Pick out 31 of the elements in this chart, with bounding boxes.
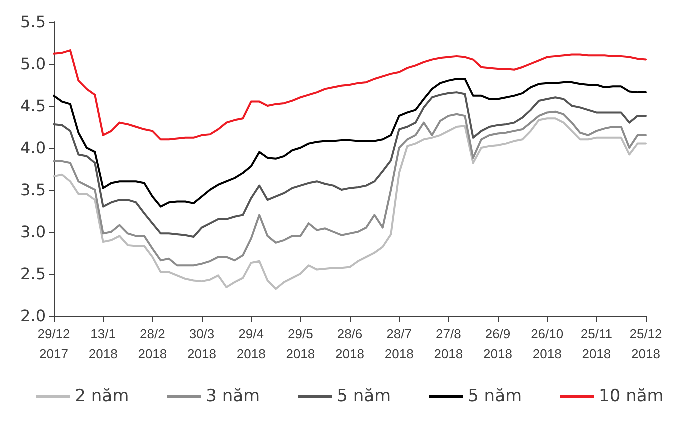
legend-label: 5 năm <box>337 386 392 406</box>
line-series <box>53 118 647 290</box>
y-tick-label: 4.0 <box>20 138 46 158</box>
y-tick-label: 5.5 <box>20 12 46 32</box>
legend-label: 5 năm <box>468 386 522 406</box>
y-tick-label: 2.5 <box>20 264 46 284</box>
legend-label: 10 năm <box>599 386 664 406</box>
legend-label: 2 năm <box>75 386 130 406</box>
x-tick-label: 13/1 2018 <box>88 326 118 362</box>
line-series <box>53 110 647 267</box>
x-tick-label: 27/8 2018 <box>434 326 464 362</box>
y-tick-label: 5.0 <box>20 54 46 74</box>
x-tick-label: 28/7 2018 <box>384 326 414 362</box>
x-tick-label: 29/4 2018 <box>236 326 266 362</box>
y-tick-label: 4.5 <box>20 96 46 116</box>
legend-label: 3 năm <box>206 386 260 406</box>
x-tick-label: 28/2 2018 <box>138 326 168 362</box>
y-tick-label: 3.0 <box>20 222 46 242</box>
x-tick-label: 26/10 2018 <box>531 326 564 362</box>
x-tick-label: 29/5 2018 <box>286 326 316 362</box>
x-tick-label: 25/11 2018 <box>580 326 612 362</box>
y-tick-label: 2.0 <box>20 306 46 326</box>
x-tick-label: 25/12 2018 <box>630 326 662 362</box>
x-tick-label: 28/6 2018 <box>336 326 364 362</box>
y-tick-label: 3.5 <box>20 180 46 200</box>
line-series <box>53 78 647 208</box>
x-tick-label: 29/12 2017 <box>38 326 70 362</box>
line-series <box>53 50 647 141</box>
x-tick-label: 30/3 2018 <box>188 326 216 362</box>
x-tick-label: 26/9 2018 <box>484 326 512 362</box>
line-series <box>53 92 647 238</box>
